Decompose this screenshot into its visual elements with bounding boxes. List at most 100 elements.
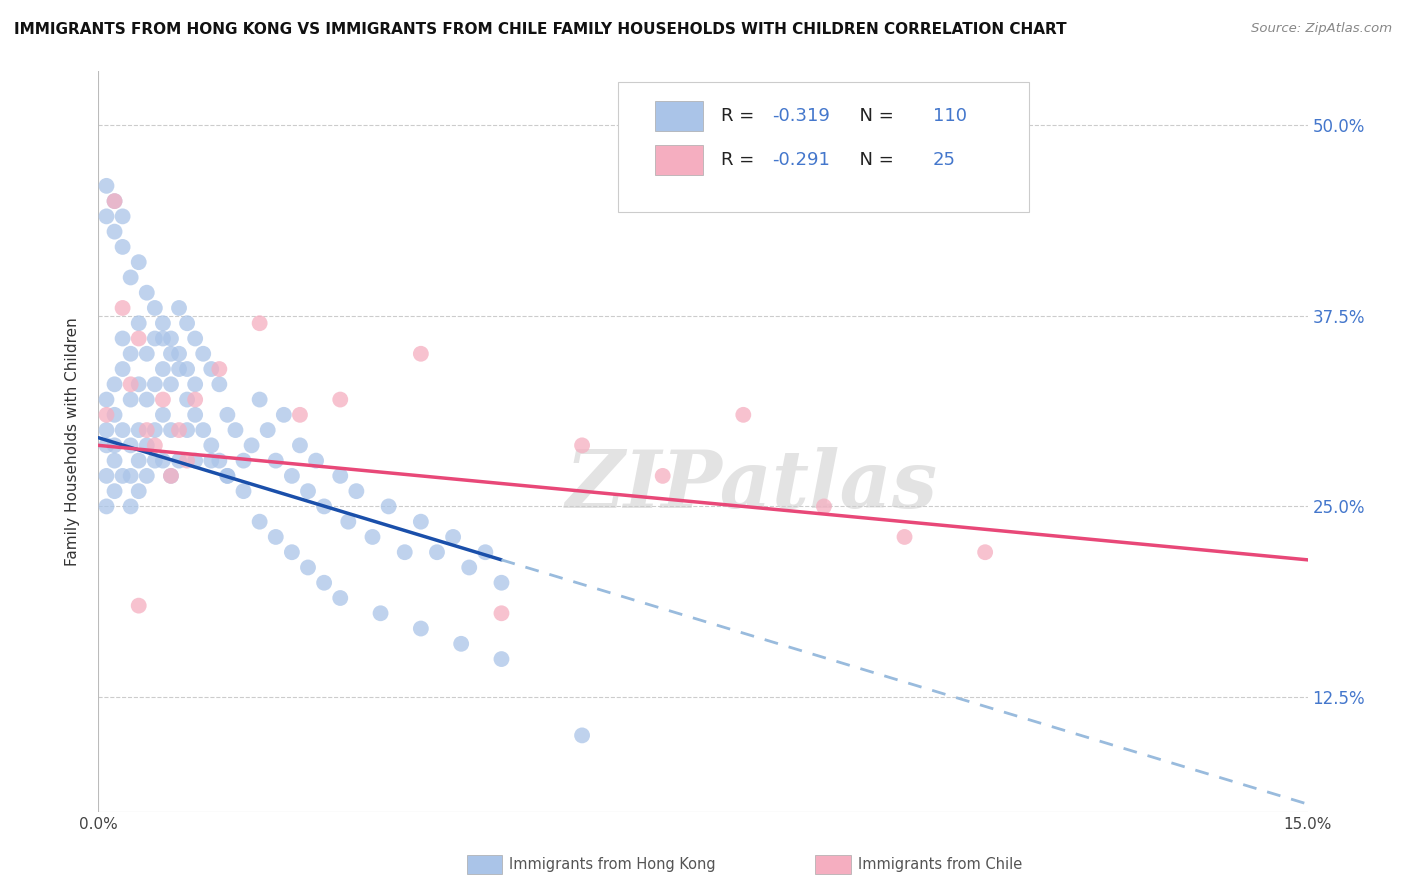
Point <box>193 347 215 361</box>
Point <box>143 377 166 392</box>
Point <box>167 301 190 315</box>
Point <box>160 423 183 437</box>
Point <box>200 362 222 376</box>
Point <box>128 377 150 392</box>
Point <box>409 622 432 636</box>
Point <box>128 423 150 437</box>
Point <box>361 530 384 544</box>
Point <box>409 347 432 361</box>
Point <box>167 423 190 437</box>
Point <box>103 408 125 422</box>
Point <box>491 607 513 621</box>
Point <box>264 530 287 544</box>
Point <box>167 453 190 467</box>
Point <box>143 331 166 345</box>
Point <box>491 575 513 590</box>
Point <box>217 469 239 483</box>
Point <box>128 453 150 467</box>
Point <box>120 377 142 392</box>
Point <box>152 362 174 376</box>
Point <box>571 438 593 452</box>
Point <box>103 484 125 499</box>
Point <box>96 469 118 483</box>
Point <box>288 408 311 422</box>
Point <box>160 347 183 361</box>
Point <box>314 575 336 590</box>
Point <box>217 408 239 422</box>
Point <box>167 347 190 361</box>
Point <box>167 362 190 376</box>
Point <box>152 453 174 467</box>
Point <box>135 438 157 452</box>
Point <box>441 530 464 544</box>
Point <box>474 545 496 559</box>
Point <box>135 423 157 437</box>
Point <box>111 469 134 483</box>
Point <box>143 453 166 467</box>
Point <box>128 484 150 499</box>
Point <box>184 408 207 422</box>
Point <box>184 453 207 467</box>
Point <box>128 599 150 613</box>
Point <box>297 484 319 499</box>
Point <box>288 438 311 452</box>
Point <box>135 285 157 300</box>
Point <box>128 316 150 330</box>
Point <box>103 225 125 239</box>
Point <box>160 377 183 392</box>
Point <box>329 392 352 407</box>
Text: 110: 110 <box>932 107 967 125</box>
Point <box>264 453 287 467</box>
Point <box>120 392 142 407</box>
Text: ZIPatlas: ZIPatlas <box>565 447 938 524</box>
Point <box>370 607 392 621</box>
Point <box>103 453 125 467</box>
Point <box>111 240 134 254</box>
Point <box>571 728 593 742</box>
Point <box>184 331 207 345</box>
Point <box>337 515 360 529</box>
Text: IMMIGRANTS FROM HONG KONG VS IMMIGRANTS FROM CHILE FAMILY HOUSEHOLDS WITH CHILDR: IMMIGRANTS FROM HONG KONG VS IMMIGRANTS … <box>14 22 1067 37</box>
Point <box>232 453 254 467</box>
Point <box>208 377 231 392</box>
Point <box>329 469 352 483</box>
FancyBboxPatch shape <box>619 82 1029 212</box>
Text: Immigrants from Chile: Immigrants from Chile <box>858 857 1022 871</box>
Point <box>160 469 183 483</box>
Point <box>176 316 198 330</box>
Point <box>249 392 271 407</box>
Point <box>103 377 125 392</box>
Point <box>152 331 174 345</box>
Point <box>208 453 231 467</box>
Point <box>426 545 449 559</box>
Point <box>344 484 367 499</box>
Point <box>143 301 166 315</box>
Point <box>200 453 222 467</box>
Point <box>224 423 246 437</box>
Point <box>217 469 239 483</box>
Point <box>409 515 432 529</box>
Point <box>200 438 222 452</box>
Text: R =: R = <box>721 152 761 169</box>
Text: Source: ZipAtlas.com: Source: ZipAtlas.com <box>1251 22 1392 36</box>
Point <box>120 469 142 483</box>
Point <box>120 500 142 514</box>
Point <box>120 270 142 285</box>
Point <box>176 423 198 437</box>
Point <box>184 392 207 407</box>
Point <box>152 408 174 422</box>
Point <box>103 194 125 208</box>
Text: Immigrants from Hong Kong: Immigrants from Hong Kong <box>509 857 716 871</box>
Point <box>394 545 416 559</box>
Point <box>256 423 278 437</box>
Point <box>249 515 271 529</box>
Point <box>491 652 513 666</box>
Point <box>281 545 304 559</box>
Y-axis label: Family Households with Children: Family Households with Children <box>65 318 80 566</box>
Point <box>208 362 231 376</box>
Point <box>111 210 134 224</box>
Point <box>96 438 118 452</box>
Point <box>152 316 174 330</box>
Point <box>232 484 254 499</box>
Text: 25: 25 <box>932 152 956 169</box>
